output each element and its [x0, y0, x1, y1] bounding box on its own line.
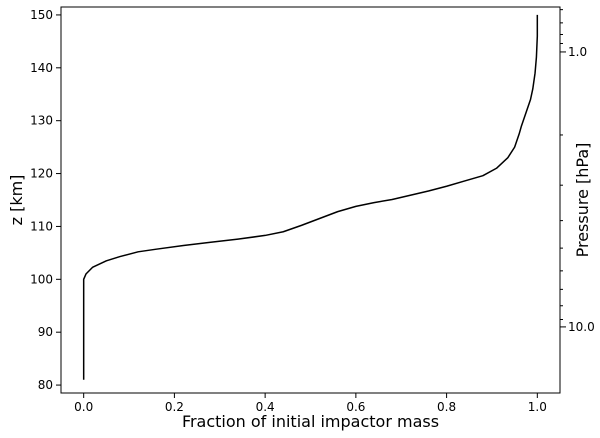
pressure-axis-ticks: 1.0 10.0	[560, 9, 595, 334]
plot-frame	[60, 6, 561, 394]
y-tick-label: 110	[30, 219, 53, 233]
y-tick-label: 100	[30, 272, 53, 286]
x-tick-label: 0.4	[256, 400, 275, 414]
y-tick-label: 150	[30, 8, 53, 22]
series-group	[82, 14, 539, 380]
y-tick-label: 130	[30, 114, 53, 128]
y-tick-label: 80	[38, 378, 53, 392]
x-tick-label: 0.6	[346, 400, 365, 414]
y-axis-ticks: 80 90 100 110 120 130 140 150	[30, 8, 61, 392]
pressure-tick-label: 1.0	[568, 45, 587, 59]
x-tick-label: 1.0	[528, 400, 547, 414]
y-tick-label: 90	[38, 325, 53, 339]
series-line	[82, 14, 539, 380]
x-axis-ticks: 0.0 0.2 0.4 0.6 0.8 1.0	[74, 393, 547, 414]
x-axis-label: Fraction of initial impactor mass	[182, 412, 439, 431]
x-tick-label: 0.2	[165, 400, 184, 414]
pressure-axis-label: Pressure [hPa]	[573, 143, 592, 258]
y-axis-label: z [km]	[7, 175, 26, 226]
pressure-tick-label: 10.0	[568, 320, 595, 334]
y-tick-label: 120	[30, 167, 53, 181]
x-tick-label: 0.8	[437, 400, 456, 414]
x-tick-label: 0.0	[74, 400, 93, 414]
y-tick-label: 140	[30, 61, 53, 75]
